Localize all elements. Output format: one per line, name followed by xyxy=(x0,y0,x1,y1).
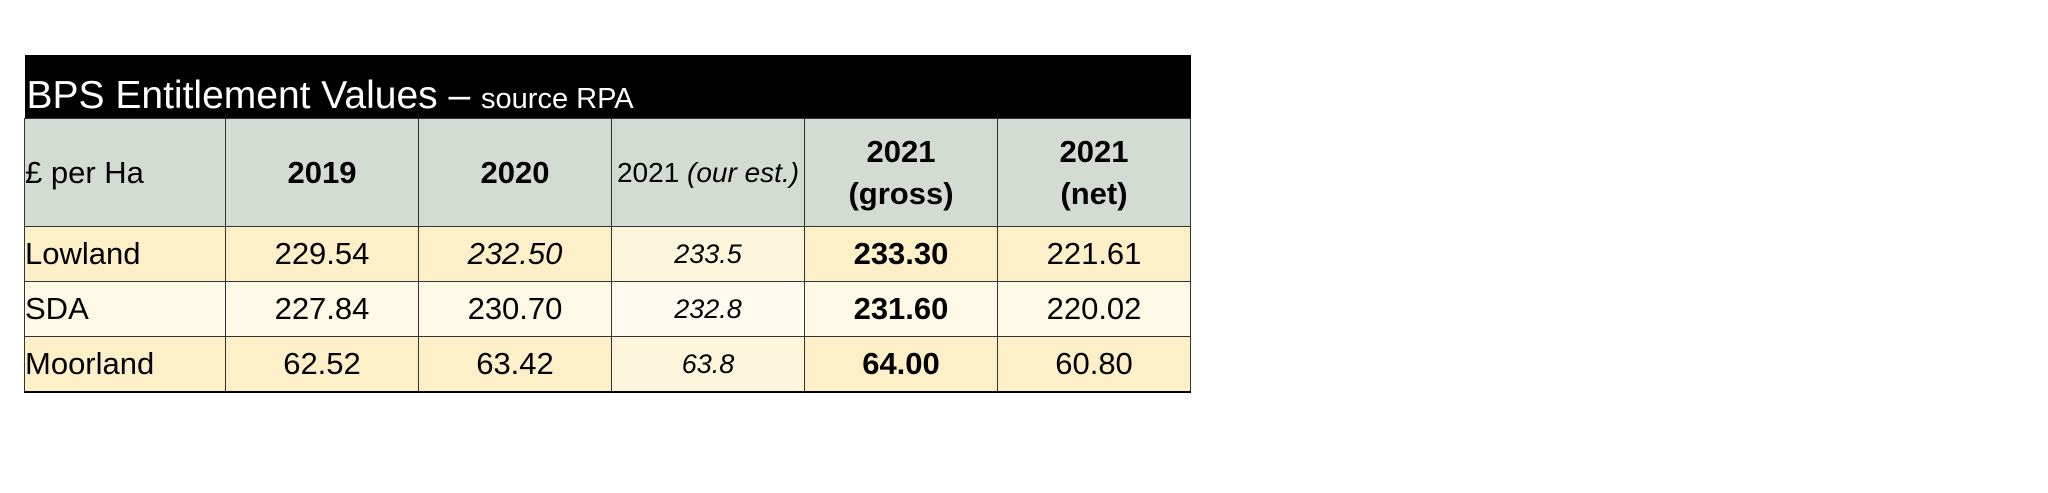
value-cell: 233.5 xyxy=(611,226,805,282)
column-header: 2019 xyxy=(225,118,419,227)
column-header: 2021 (gross) xyxy=(804,118,998,227)
table-body: BPS Entitlement Values – source RPA £ pe… xyxy=(24,55,1192,393)
column-year: 2021 xyxy=(1059,133,1129,169)
column-header: 2021 (net) xyxy=(996,118,1192,227)
value-cell: 231.60 xyxy=(804,281,998,337)
row-label: Lowland xyxy=(24,226,226,282)
entitlement-table: BPS Entitlement Values – source RPA £ pe… xyxy=(24,55,1192,393)
column-note: (net) xyxy=(1060,175,1128,211)
value-cell: 233.30 xyxy=(804,226,998,282)
data-row: Lowland 229.54 232.50 233.5 233.30 221.61 xyxy=(24,226,1192,282)
value-cell: 232.50 xyxy=(418,226,612,282)
title: BPS Entitlement Values – xyxy=(26,74,471,117)
title-cell: BPS Entitlement Values – source RPA xyxy=(24,55,1191,119)
column-year: 2020 xyxy=(480,154,550,190)
title-row: BPS Entitlement Values – source RPA xyxy=(24,55,1191,119)
value-cell: 230.70 xyxy=(418,281,612,337)
value-cell: 63.8 xyxy=(611,336,805,393)
value-cell: 229.54 xyxy=(225,226,419,282)
value-cell: 227.84 xyxy=(225,281,419,337)
subtitle: source RPA xyxy=(481,83,634,115)
column-year: 2021 xyxy=(616,156,680,188)
value-cell: 232.8 xyxy=(611,281,805,337)
column-note: (our est.) xyxy=(687,156,800,188)
value-cell: 60.80 xyxy=(996,336,1192,393)
row-label: SDA xyxy=(24,281,226,337)
column-header: 2021 (our est.) xyxy=(611,118,805,227)
header-row: £ per Ha 2019 2020 2021 (our est.) 2021 (gr… xyxy=(24,118,1192,227)
value-cell: 64.00 xyxy=(804,336,998,393)
value-cell: 220.02 xyxy=(996,281,1192,337)
value-cell: 63.42 xyxy=(418,336,612,393)
column-header: 2020 xyxy=(418,118,612,227)
column-year: 2021 xyxy=(866,133,936,169)
value-cell: 62.52 xyxy=(225,336,419,393)
value-cell: 221.61 xyxy=(996,226,1192,282)
data-row: SDA 227.84 230.70 232.8 231.60 220.02 xyxy=(24,281,1192,337)
column-year: 2019 xyxy=(287,154,357,190)
column-note: (gross) xyxy=(848,175,954,211)
unit-header: £ per Ha xyxy=(24,118,226,227)
data-row: Moorland 62.52 63.42 63.8 64.00 60.80 xyxy=(24,336,1192,393)
row-label: Moorland xyxy=(24,336,226,393)
